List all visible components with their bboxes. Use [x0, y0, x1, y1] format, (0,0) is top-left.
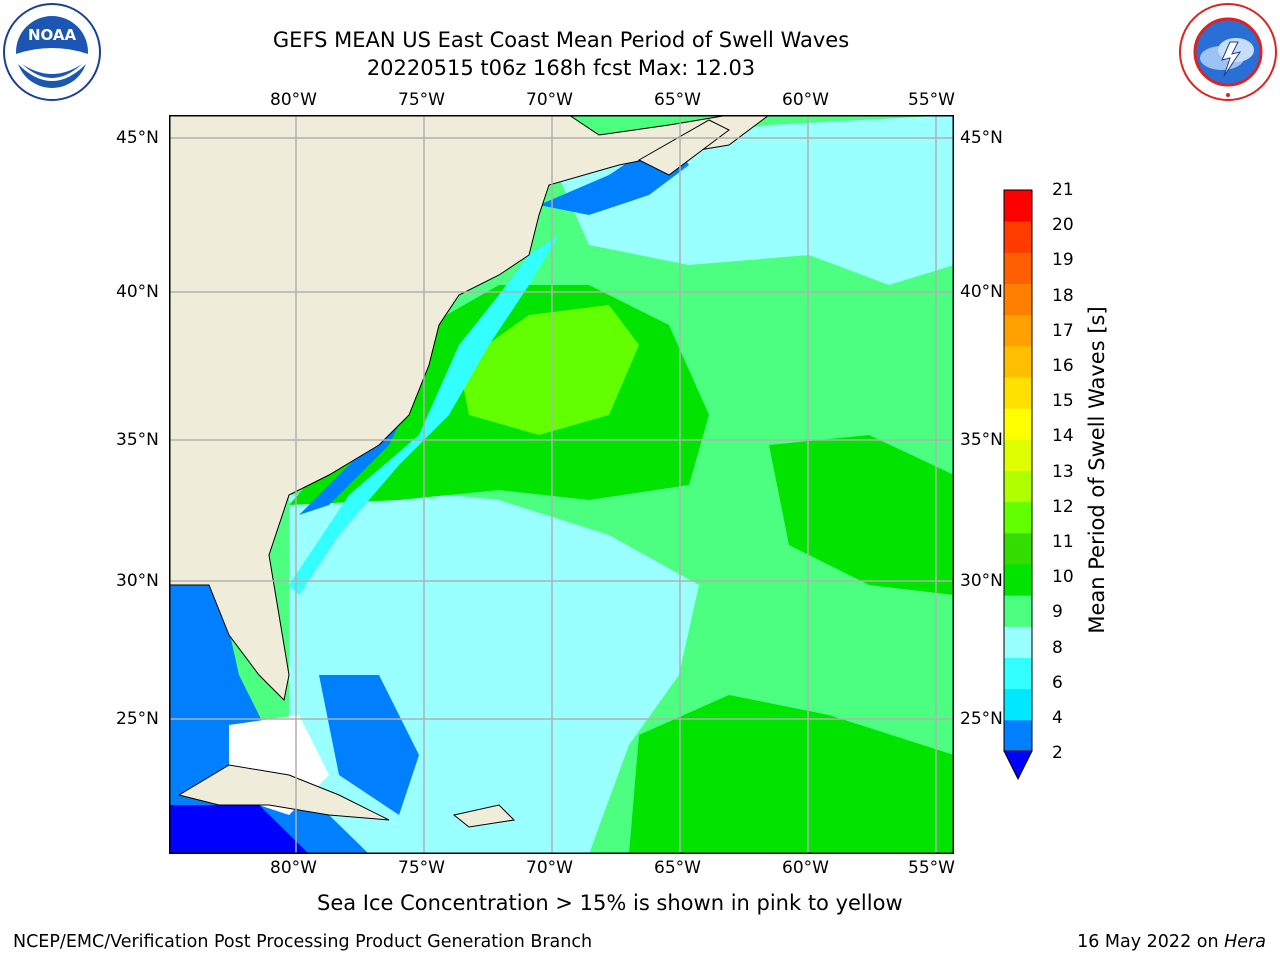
chart-title: GEFS MEAN US East Coast Mean Period of S…: [272, 28, 850, 52]
colorbar: [1000, 185, 1040, 785]
colorbar-segment: [1004, 501, 1032, 534]
colorbar-tick-label: 15: [1052, 391, 1074, 412]
lon-label-top-65w: 65°W: [654, 90, 701, 110]
lon-label-bottom-80w: 80°W: [270, 858, 317, 878]
lon-label-bottom-75w: 75°W: [398, 858, 445, 878]
colorbar-tick-label: 11: [1052, 532, 1074, 552]
noaa-logo: NOAA: [2, 2, 102, 102]
colorbar-tick-label: 10: [1052, 567, 1074, 588]
colorbar-tick-label: 17: [1052, 320, 1074, 341]
chart-subtitle: 20220515 t06z 168h fcst Max: 12.03: [366, 56, 756, 80]
colorbar-segment: [1004, 439, 1032, 471]
colorbar-segment: [1004, 377, 1032, 409]
land-cuba: [177, 764, 390, 821]
svg-text:NOAA: NOAA: [28, 26, 77, 44]
colorbar-tick-label: 6: [1052, 672, 1063, 693]
colorbar-segment: [1004, 657, 1032, 690]
colorbar-extend-triangle: [1003, 750, 1033, 781]
colorbar-ticks: 21 20 19 18 17 16 15 14 13 12 11 10 9 8 6 4 2: [1052, 180, 1092, 770]
lat-label-right-35n: 35°N: [960, 430, 1003, 450]
lat-label-right-30n: 30°N: [960, 571, 1003, 591]
map-panel: [168, 114, 954, 854]
map-frame: [169, 115, 954, 854]
colorbar-segment: [1004, 314, 1032, 347]
lat-label-left-30n: 30°N: [116, 571, 159, 591]
lat-label-left-40n: 40°N: [116, 282, 159, 302]
colorbar-tick-label: 8: [1052, 637, 1063, 658]
gridlines: [169, 115, 954, 854]
colorbar-segment: [1004, 408, 1032, 440]
colorbar-segment: [1004, 190, 1032, 222]
lat-label-left-25n: 25°N: [116, 709, 159, 729]
lat-label-right-45n: 45°N: [960, 128, 1003, 148]
sea-ice-caption: Sea Ice Concentration > 15% is shown in …: [317, 891, 903, 915]
lon-label-top-60w: 60°W: [782, 90, 829, 110]
colorbar-label: Mean Period of Swell Waves [s]: [1085, 306, 1109, 634]
colorbar-frame: [1003, 189, 1033, 752]
region-11-12s: [459, 305, 639, 435]
footer-date-text: 16 May 2022 on: [1077, 932, 1225, 952]
colorbar-segment: [1004, 221, 1032, 253]
colorbar-segment: [1004, 345, 1032, 378]
colorbar-tick-label: 21: [1052, 180, 1074, 200]
colorbar-tick-label: 20: [1052, 215, 1074, 236]
colorbar-tick-label: 12: [1052, 496, 1074, 517]
colorbar-segment: [1004, 688, 1032, 721]
colorbar-tick-label: 16: [1052, 356, 1074, 376]
lat-label-right-40n: 40°N: [960, 282, 1003, 302]
region-lt-2s: [169, 805, 309, 854]
colorbar-tick-label: 13: [1052, 461, 1074, 482]
colorbar-svg: [1003, 189, 1033, 781]
colorbar-tick-label: 9: [1052, 602, 1063, 623]
colorbar-segment: [1004, 252, 1032, 284]
lon-label-top-55w: 55°W: [908, 90, 955, 110]
colorbar-segment: [1004, 283, 1032, 316]
nws-logo: [1178, 2, 1278, 102]
colorbar-tick-label: 19: [1052, 250, 1074, 271]
lon-label-bottom-70w: 70°W: [526, 858, 573, 878]
colorbar-tick-label: 2: [1052, 743, 1063, 764]
footer-branch: NCEP/EMC/Verification Post Processing Pr…: [13, 932, 593, 952]
land-hispaniola: [452, 804, 516, 828]
region-10-11s-east: [769, 435, 954, 595]
lat-label-left-45n: 45°N: [116, 128, 159, 148]
colorbar-segment: [1004, 470, 1032, 503]
lon-label-bottom-60w: 60°W: [782, 858, 829, 878]
colorbar-tick-label: 14: [1052, 426, 1074, 447]
colorbar-segment: [1004, 595, 1032, 627]
footer-date: 16 May 2022 on Hera: [1077, 932, 1266, 952]
region-6-8s-coast: [289, 235, 559, 595]
lat-label-left-35n: 35°N: [116, 430, 159, 450]
lon-label-top-80w: 80°W: [270, 90, 317, 110]
colorbar-tick-label: 18: [1052, 285, 1074, 306]
lon-label-bottom-65w: 65°W: [654, 858, 701, 878]
region-10-11s-south: [629, 695, 954, 854]
colorbar-tick-label: 4: [1052, 708, 1063, 728]
lon-label-top-75w: 75°W: [398, 90, 445, 110]
land-nova-scotia: [637, 119, 730, 176]
lon-label-bottom-55w: 55°W: [908, 858, 955, 878]
colorbar-segment: [1004, 626, 1032, 658]
footer-machine: Hera: [1224, 932, 1266, 952]
region-bahamas-blue: [319, 675, 419, 815]
lon-label-top-70w: 70°W: [526, 90, 573, 110]
map-svg: [168, 114, 954, 854]
lat-label-right-25n: 25°N: [960, 709, 1003, 729]
colorbar-segment: [1004, 719, 1032, 752]
colorbar-segment: [1004, 532, 1032, 565]
colorbar-segment: [1004, 564, 1032, 596]
